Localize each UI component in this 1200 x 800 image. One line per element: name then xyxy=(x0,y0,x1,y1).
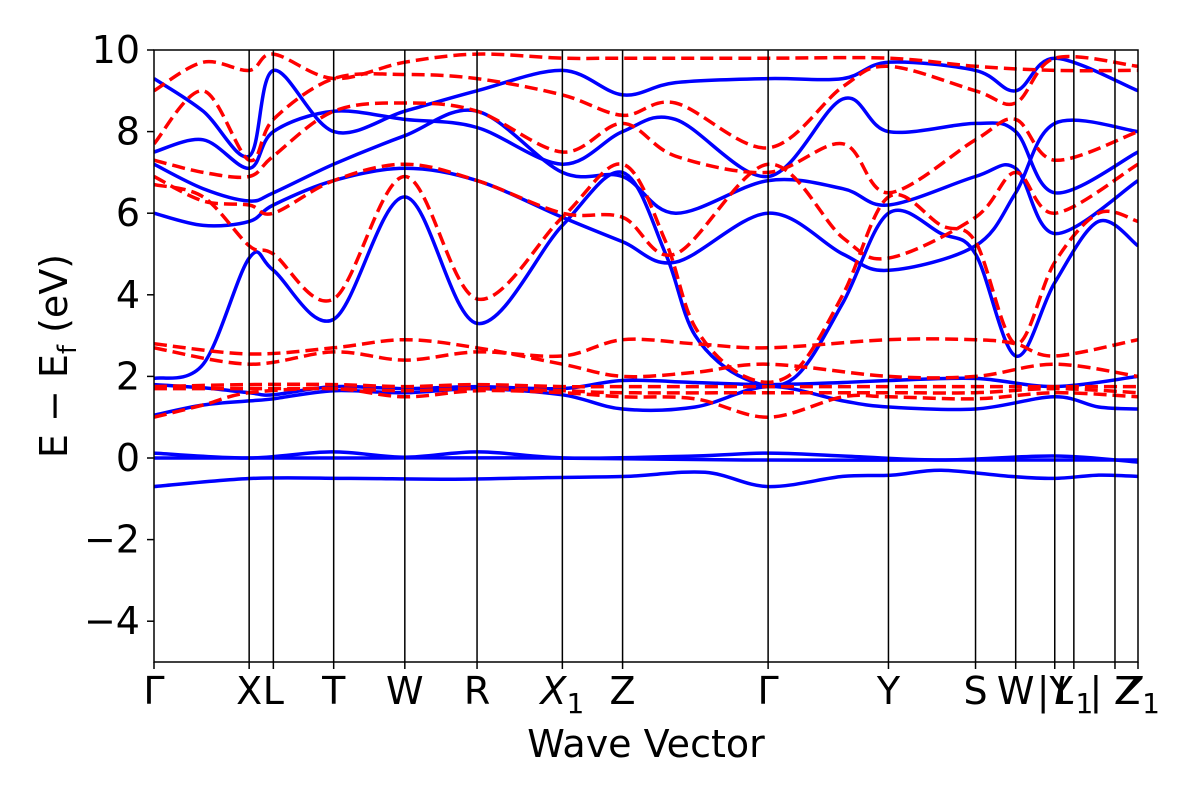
x-tick-label: X xyxy=(236,669,262,713)
band-line-dashed-0 xyxy=(154,386,1138,419)
band-line-dashed-7 xyxy=(154,101,1138,195)
y-tick-label: 4 xyxy=(116,273,140,317)
band-line-solid-5 xyxy=(154,170,1138,388)
x-tick-label: S xyxy=(963,669,987,713)
band-line-dashed-3 xyxy=(154,337,1138,366)
y-tick-label: −4 xyxy=(84,599,140,643)
band-line-solid-9 xyxy=(154,56,1138,159)
x-tick-label: L1 xyxy=(1054,669,1093,720)
band-line-dashed-4 xyxy=(154,337,1138,380)
x-tick-label: T xyxy=(321,669,346,713)
x-tick-label: Γ xyxy=(143,669,164,713)
band-line-solid-0 xyxy=(154,468,1138,489)
band-line-dashed-2 xyxy=(154,382,1138,389)
band-line-solid-2 xyxy=(154,450,1138,464)
x-tick-label: X1 xyxy=(538,669,584,720)
kpoint-lines xyxy=(248,50,1116,662)
x-tick-label: Z1 xyxy=(1115,669,1160,720)
band-line-dashed-9 xyxy=(154,52,1138,93)
y-axis-title: E − Ef (eV) xyxy=(32,254,83,458)
x-tick-label: Y xyxy=(876,669,901,713)
band-line-dashed-1 xyxy=(154,386,1138,395)
x-axis-title: Wave Vector xyxy=(527,722,765,766)
y-tick-label: 2 xyxy=(116,354,140,398)
x-tick-label: L xyxy=(263,669,284,713)
x-tick-label: Γ xyxy=(758,669,779,713)
series-solid xyxy=(154,56,1138,489)
x-tick-label: | Z xyxy=(1090,669,1141,714)
plot-frame xyxy=(153,49,1139,663)
y-tick-label: −2 xyxy=(84,518,140,562)
bands-layer xyxy=(154,52,1138,489)
x-tick-label: Z xyxy=(610,669,636,713)
y-tick-label: 8 xyxy=(116,110,140,154)
y-tick-label: 0 xyxy=(116,436,140,480)
x-tick-label: W xyxy=(997,669,1035,713)
x-axis-ticks: Γ X L T W R X1 Z Γ Y S W |YL1| ZZ1 xyxy=(143,662,1160,720)
x-tick-label: R xyxy=(464,669,490,713)
y-tick-label: 10 xyxy=(92,28,140,72)
x-tick-label: W xyxy=(386,669,424,713)
band-line-dashed-6 xyxy=(154,162,1138,261)
band-line-dashed-8 xyxy=(154,54,1138,163)
x-tick-label: |Y xyxy=(1037,669,1074,714)
y-tick-label: 6 xyxy=(116,191,140,235)
y-axis-ticks: −4 −2 0 2 4 6 8 10 xyxy=(84,28,154,643)
